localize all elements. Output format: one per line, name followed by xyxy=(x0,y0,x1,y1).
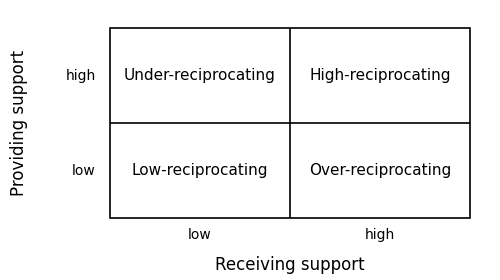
Text: low: low xyxy=(188,228,212,242)
Text: High-reciprocating: High-reciprocating xyxy=(309,68,451,83)
Text: low: low xyxy=(72,164,96,178)
Text: Under-reciprocating: Under-reciprocating xyxy=(124,68,276,83)
Text: Receiving support: Receiving support xyxy=(215,256,365,274)
Text: Providing support: Providing support xyxy=(10,50,28,196)
Text: high: high xyxy=(365,228,395,242)
Text: Over-reciprocating: Over-reciprocating xyxy=(309,163,451,178)
Text: high: high xyxy=(66,69,96,83)
Text: Low-reciprocating: Low-reciprocating xyxy=(132,163,268,178)
